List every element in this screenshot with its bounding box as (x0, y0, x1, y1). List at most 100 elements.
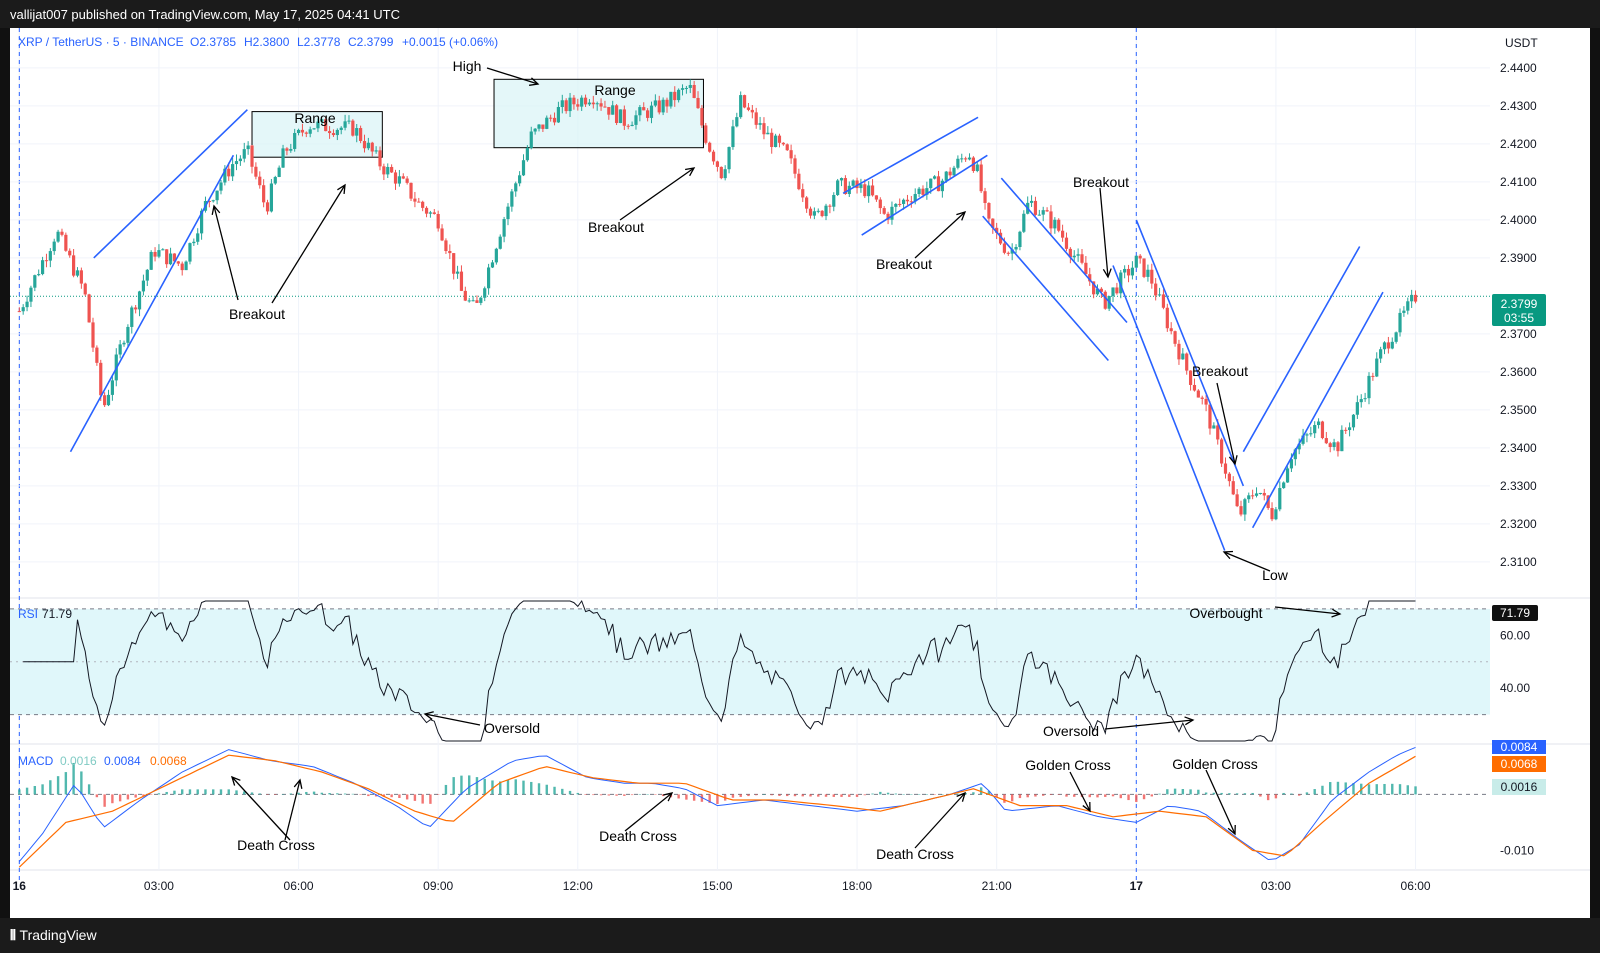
candle-body (936, 176, 941, 192)
macd-histogram-bar (801, 794, 804, 797)
candle-body (211, 200, 215, 202)
candle-body (506, 206, 510, 220)
candle-body (622, 109, 626, 126)
macd-histogram-bar (33, 786, 37, 795)
candle-body (312, 128, 316, 130)
candle-body (335, 129, 339, 136)
macd-histogram-bar (1243, 793, 1247, 795)
candle-body (494, 248, 498, 263)
macd-histogram-bar (103, 794, 106, 807)
macd-histogram-bar (1212, 792, 1216, 795)
candle-body (219, 182, 223, 191)
candle-body (168, 253, 173, 265)
candle-body (459, 271, 464, 291)
candle-body (1130, 267, 1135, 276)
candle-body (1285, 468, 1290, 483)
candle-body (514, 183, 518, 192)
candle-body (975, 164, 979, 171)
macd-histogram-bar (964, 792, 967, 795)
candle-body (161, 249, 165, 251)
annotation-range-2: Range (594, 82, 635, 98)
candle-body (17, 311, 21, 313)
candle-body (836, 180, 840, 195)
candle-body (1138, 255, 1142, 259)
price-tick: 2.3400 (1500, 441, 1537, 455)
chart-panel[interactable]: Range Range High Low Breakout Breakout Breakou… (10, 28, 1590, 918)
candle-body (677, 89, 681, 101)
macd-histogram-bar (1127, 794, 1130, 801)
candle-body (614, 105, 619, 124)
candle-body (1390, 341, 1394, 349)
macd-histogram-bar (879, 791, 882, 795)
candle-body (708, 142, 712, 152)
candle-body (366, 142, 370, 149)
macd-histogram-bar (987, 791, 991, 795)
candle-body (1018, 231, 1022, 248)
candle-body (1289, 459, 1294, 469)
macd-histogram-bar (855, 794, 859, 797)
candle-body (176, 261, 180, 264)
candle-body (277, 167, 281, 177)
candle-body (762, 123, 766, 135)
candle-body (1297, 443, 1301, 450)
candle-body (68, 250, 72, 256)
macd-histogram-bar (1352, 783, 1355, 795)
candle-body (1305, 434, 1309, 436)
macd-last-labels: 0.0084 0.0068 0.0016 (1492, 740, 1546, 795)
candle-body (215, 190, 219, 201)
macd-histogram-bar (227, 789, 230, 795)
candle-body (1185, 353, 1189, 371)
candle-body (79, 270, 83, 284)
candle-body (1266, 495, 1270, 509)
candle-body (1313, 425, 1317, 434)
candle-body (75, 270, 80, 276)
time-tick: 03:00 (144, 879, 174, 893)
time-tick: 12:00 (563, 879, 593, 893)
candle-body (1049, 211, 1053, 229)
countdown-text: 03:55 (1504, 311, 1534, 325)
candle-body (289, 148, 293, 151)
candle-body (48, 251, 52, 261)
candle-body (1243, 499, 1247, 515)
candle-body (723, 169, 727, 179)
candle-body (890, 206, 894, 220)
macd-histogram-bar (979, 787, 983, 795)
candle-body (657, 100, 661, 113)
candle-body (1126, 268, 1131, 276)
candle-body (444, 240, 448, 252)
chart-svg[interactable]: Range Range High Low Breakout Breakout Breakou… (10, 28, 1590, 918)
candle-body (490, 262, 495, 268)
ohlc-change: +0.0015 (+0.06%) (402, 35, 498, 49)
macd-histogram-bar (692, 794, 696, 801)
candle-body (870, 185, 875, 196)
last-price-label: 2.3799 03:55 (1492, 294, 1546, 326)
candle-body (1239, 506, 1243, 515)
arrow-breakout-5 (1216, 382, 1236, 465)
candle-body (766, 132, 770, 135)
candle-body (374, 150, 378, 152)
macd-histogram-bar (483, 778, 486, 795)
candle-body (52, 241, 56, 252)
macd-histogram-bar (646, 794, 649, 795)
candle-body (1278, 488, 1282, 510)
candle-body (599, 103, 603, 107)
macd-histogram-bar (460, 775, 463, 795)
macd-histogram-bar (1197, 789, 1200, 795)
candle-body (165, 249, 169, 265)
candle-body (409, 182, 413, 199)
rsi-value: 71.79 (42, 607, 72, 621)
candle-body (327, 131, 332, 134)
candle-body (626, 125, 630, 127)
candle-body (359, 128, 363, 141)
candle-body (1379, 349, 1383, 359)
candle-body (29, 287, 33, 302)
macd-histogram-bar (1375, 784, 1378, 795)
arrow-breakout-1b (271, 184, 346, 304)
candle-body (843, 178, 848, 195)
candle-body (296, 129, 301, 134)
candle-body (192, 241, 196, 244)
macd-histogram-bar (328, 793, 331, 795)
macd-histogram-bar (731, 794, 735, 798)
rsi-last-label: 71.79 (1492, 605, 1538, 621)
annotation-oversold-1: Oversold (484, 720, 540, 736)
